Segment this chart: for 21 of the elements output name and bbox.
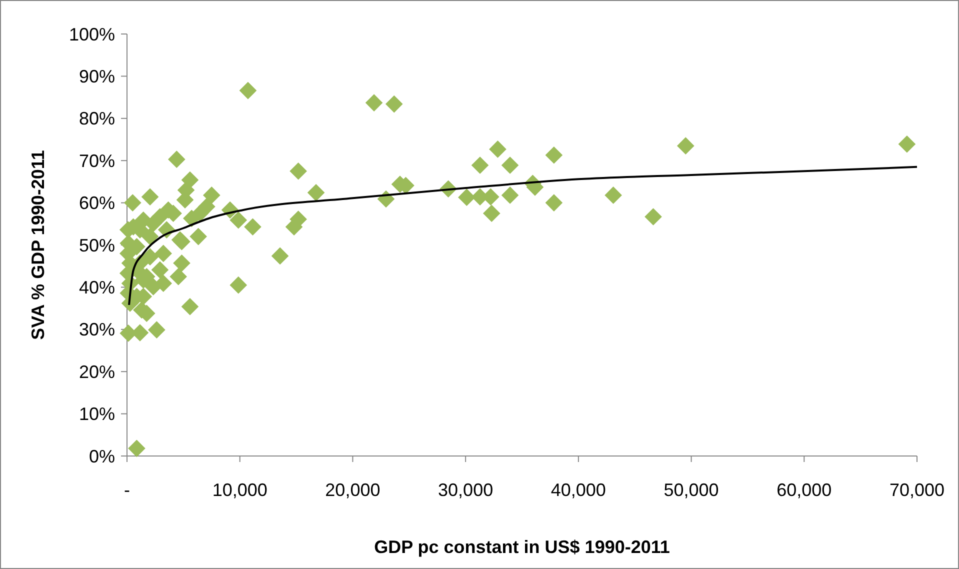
y-tick-label: 70% xyxy=(78,150,115,171)
y-tick-label: 30% xyxy=(78,320,115,340)
x-tick-label: 50,000 xyxy=(664,480,719,500)
x-axis-title: GDP pc constant in US$ 1990-2011 xyxy=(374,537,670,557)
x-tick-label: - xyxy=(124,480,130,500)
y-tick-label: 100% xyxy=(68,24,115,44)
y-tick-label: 40% xyxy=(78,278,115,298)
y-tick-label: 80% xyxy=(78,108,115,129)
y-tick-label: 90% xyxy=(78,66,115,86)
y-tick-label: 0% xyxy=(88,446,115,466)
y-tick-label: 20% xyxy=(78,362,115,382)
x-tick-label: 60,000 xyxy=(776,480,832,500)
x-tick-label: 20,000 xyxy=(325,480,380,500)
y-tick-label: 50% xyxy=(78,235,115,256)
x-tick-label: 10,000 xyxy=(212,480,268,500)
x-tick-label: 30,000 xyxy=(438,480,494,500)
y-tick-label: 10% xyxy=(78,404,115,424)
y-axis-title: SVA % GDP 1990-2011 xyxy=(28,150,48,340)
x-tick-label: 40,000 xyxy=(550,480,606,500)
y-tick-label: 60% xyxy=(78,193,115,214)
x-tick-label: 70,000 xyxy=(889,480,945,500)
